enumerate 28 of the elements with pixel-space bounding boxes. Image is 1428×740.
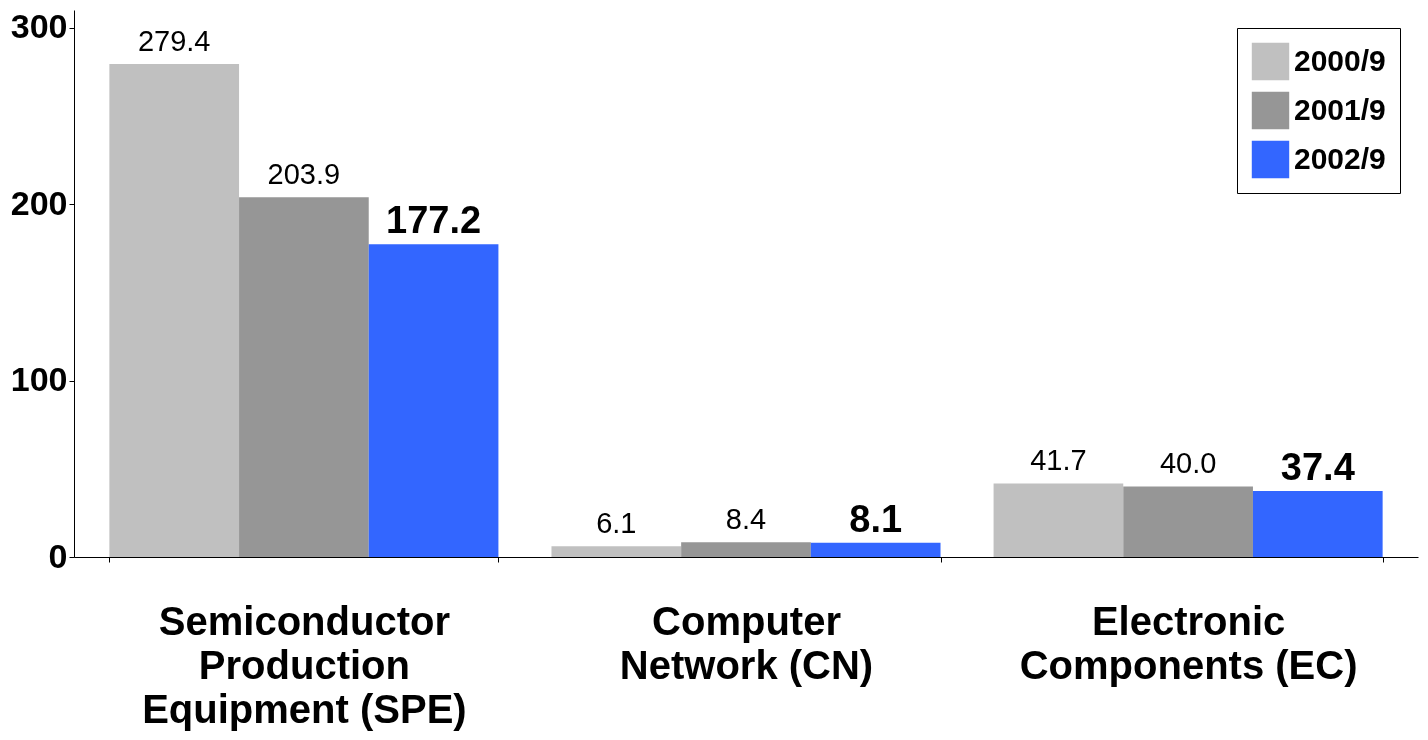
bar xyxy=(810,542,941,557)
data-label: 41.7 xyxy=(1030,444,1087,477)
y-tick-label: 300 xyxy=(10,7,68,46)
data-label: 279.4 xyxy=(137,24,211,57)
data-label: 37.4 xyxy=(1280,446,1355,489)
bar xyxy=(109,63,240,557)
data-label: 8.4 xyxy=(725,503,767,536)
legend-label: 2001/9 xyxy=(1294,92,1386,126)
legend-label: 2002/9 xyxy=(1294,141,1386,175)
bar xyxy=(993,483,1124,557)
data-label: 40.0 xyxy=(1159,447,1217,480)
y-tick-label: 100 xyxy=(10,360,68,399)
bar xyxy=(239,197,369,557)
bar xyxy=(368,244,499,557)
bar xyxy=(1123,486,1253,557)
x-tick-label: Computer Network (CN) xyxy=(619,598,874,687)
data-label: 203.9 xyxy=(267,158,341,191)
y-tick-label: 200 xyxy=(10,183,68,222)
data-label: 177.2 xyxy=(386,199,482,242)
bar xyxy=(681,542,811,557)
x-tick-label: Semiconductor Production Equipment (SPE) xyxy=(142,598,467,731)
bar xyxy=(1252,491,1383,557)
bar xyxy=(551,546,682,557)
data-label: 8.1 xyxy=(849,497,903,540)
x-tick-label: Electronic Components (EC) xyxy=(1019,598,1358,687)
data-label: 6.1 xyxy=(596,507,637,540)
y-tick-label: 0 xyxy=(48,536,68,575)
legend-label: 2000/9 xyxy=(1294,43,1386,77)
